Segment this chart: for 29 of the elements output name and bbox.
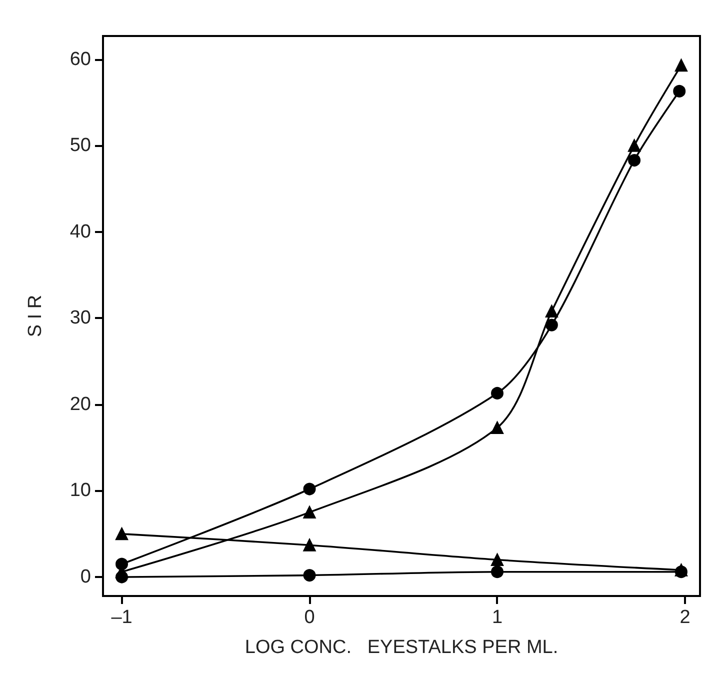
y-axis-title: S I R [25, 294, 46, 338]
point [303, 538, 316, 552]
point [490, 554, 504, 566]
y-tick-label: 10 [70, 480, 91, 502]
point [303, 482, 316, 496]
point [545, 305, 558, 318]
point [303, 506, 316, 519]
y-tick-label: 60 [70, 48, 91, 70]
y-tick-label: 20 [70, 394, 91, 415]
y-tick-label: 0 [80, 566, 91, 588]
point [491, 566, 504, 578]
x-tick-label: 0 [304, 607, 315, 628]
y-tick-label: 50 [70, 135, 91, 156]
point [116, 528, 128, 540]
point [303, 569, 316, 582]
y-tick-label: 40 [70, 221, 91, 242]
point [674, 59, 688, 72]
point [628, 139, 641, 152]
point [490, 421, 504, 434]
x-tick-label: –1 [111, 607, 132, 628]
y-tick-label: 30 [70, 308, 91, 329]
point [545, 318, 558, 332]
point [116, 570, 128, 584]
x-tick-label: 2 [680, 607, 690, 628]
x-tick-label: 1 [492, 607, 503, 628]
x-axis-title: LOG CONC. EYESTALKS PER ML. [244, 637, 558, 658]
point [628, 154, 641, 166]
point [491, 386, 504, 400]
point [673, 84, 686, 98]
